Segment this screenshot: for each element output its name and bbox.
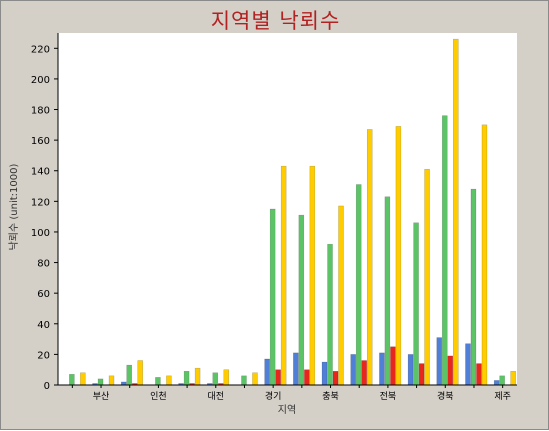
bar	[298, 214, 305, 386]
bar	[407, 354, 414, 386]
bar	[350, 354, 356, 386]
bar	[424, 168, 430, 386]
bar	[453, 38, 459, 386]
bar	[390, 346, 396, 386]
bar	[379, 352, 385, 386]
bar	[108, 375, 115, 386]
x-category-label: 전북	[380, 391, 397, 402]
x-category-label: 인천	[150, 391, 167, 402]
bar	[321, 361, 328, 386]
y-tick-label: 200	[31, 75, 50, 86]
bar	[137, 360, 143, 386]
y-tick-label: 0	[44, 381, 50, 392]
x-category-label: 제주	[494, 391, 511, 402]
bar	[155, 377, 161, 386]
y-tick-label: 40	[37, 320, 50, 331]
bar	[418, 363, 425, 386]
bar	[476, 363, 482, 386]
bar	[223, 369, 230, 386]
bar	[332, 370, 339, 386]
bar	[366, 129, 373, 386]
bar	[470, 188, 477, 386]
bar	[212, 372, 219, 386]
bar	[269, 208, 276, 386]
x-axis-label: 지역	[278, 404, 296, 416]
bar	[304, 369, 310, 386]
bar	[166, 375, 172, 386]
y-tick-label: 180	[31, 106, 50, 117]
y-tick-label: 20	[37, 350, 50, 361]
y-tick-label: 60	[37, 289, 50, 300]
bar	[280, 165, 287, 386]
bar	[384, 196, 391, 386]
bar	[293, 352, 299, 386]
bar	[194, 367, 201, 386]
x-categories-group: 부산 인천 대전 경기 충북 전북 경북 제주	[71, 385, 511, 402]
bar	[338, 205, 344, 386]
bar	[327, 243, 333, 386]
x-category-label: 대전	[207, 391, 224, 402]
bar	[309, 165, 316, 386]
y-ticks-group: 0 20 40 60 80 100 120 140 160 180 200 220	[31, 44, 58, 392]
y-axis-label: 낙뢰수 (unit:1000)	[8, 164, 20, 251]
bar	[241, 375, 247, 386]
chart-title: 지역별 낙뢰수	[210, 9, 341, 33]
x-category-label: 부산	[93, 391, 110, 402]
bar	[442, 115, 448, 386]
bar	[493, 380, 500, 386]
bar	[264, 358, 270, 386]
bar	[361, 360, 367, 386]
bar	[481, 124, 488, 386]
bar	[80, 372, 86, 386]
bar	[436, 337, 443, 386]
bar	[126, 364, 132, 386]
bar	[499, 375, 505, 386]
y-tick-label: 80	[37, 259, 50, 270]
y-tick-label: 220	[31, 44, 50, 55]
x-category-label: 충북	[322, 391, 339, 402]
bar	[252, 372, 258, 386]
bar	[413, 222, 419, 386]
bar	[465, 343, 471, 386]
x-category-label: 경북	[437, 390, 454, 402]
y-tick-label: 140	[31, 167, 50, 178]
y-tick-label: 120	[31, 197, 50, 208]
bar	[447, 355, 454, 386]
bar	[355, 184, 362, 386]
bar	[510, 370, 516, 386]
bar	[69, 374, 75, 386]
x-category-label: 경기	[265, 390, 282, 402]
bar	[275, 369, 281, 386]
plot-area	[58, 33, 517, 385]
bar	[183, 370, 190, 386]
y-tick-label: 100	[31, 228, 50, 239]
bar	[395, 126, 402, 386]
bar	[97, 378, 104, 386]
y-tick-label: 160	[31, 136, 50, 147]
